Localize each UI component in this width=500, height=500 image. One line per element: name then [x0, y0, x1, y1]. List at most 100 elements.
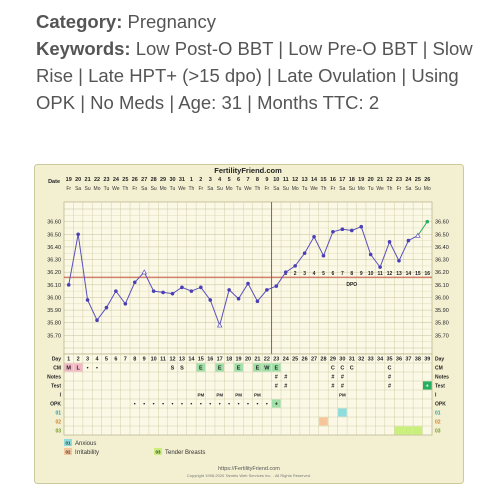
y-tick-label-left: 36.00	[47, 295, 61, 301]
temperature-point	[340, 227, 345, 232]
weekday-label: Fr	[331, 186, 336, 192]
weekday-label: Fr	[198, 186, 203, 192]
date-label: 23	[103, 177, 109, 183]
weekday-label: Fr	[132, 186, 137, 192]
weekday-label: Tu	[236, 186, 242, 192]
date-label: 3	[209, 177, 212, 183]
temperature-point	[199, 285, 203, 290]
dpo-label: 7	[341, 271, 344, 277]
weekday-label: Mo	[160, 186, 167, 192]
dpo-label: 2	[294, 271, 297, 277]
temperature-point	[387, 240, 392, 244]
test-mark: #	[331, 384, 334, 390]
symptom-03-cell	[394, 426, 404, 435]
date-label: 31	[179, 177, 185, 183]
date-label: 17	[339, 177, 345, 183]
weekday-label: We	[178, 186, 186, 192]
weekday-label: Su	[85, 186, 91, 192]
weekday-label: Sa	[207, 186, 213, 192]
weekday-label: Su	[415, 186, 421, 192]
keywords-line: Keywords: Low Post-O BBT | Low Pre-O BBT…	[36, 35, 486, 116]
date-label: 10	[273, 177, 279, 183]
weekday-label: Su	[283, 186, 289, 192]
day-label: 28	[320, 357, 326, 363]
temperature-point	[321, 253, 326, 258]
y-tick-label-left: 36.10	[47, 283, 61, 289]
temperature-point	[114, 289, 118, 293]
cm-cell	[253, 363, 262, 372]
y-tick-label-right: 36.00	[435, 295, 449, 301]
cm-mark: L	[76, 366, 80, 372]
notes-mark: #	[275, 375, 278, 381]
day-label: 32	[358, 357, 364, 363]
table-row-label-right: 01	[435, 411, 441, 417]
test-mark: #	[275, 384, 278, 390]
category-line: Category: Pregnancy	[36, 8, 486, 35]
temperature-point	[368, 252, 373, 257]
temperature-point	[312, 235, 316, 239]
temperature-point	[85, 298, 90, 302]
keywords-value: Low Post-O BBT | Low Pre-O BBT | Slow Ri…	[36, 38, 473, 113]
temperature-point	[208, 298, 213, 302]
cm-mark: •	[87, 366, 89, 372]
cm-cell	[215, 363, 225, 372]
date-label: 28	[151, 177, 157, 183]
date-label: 27	[141, 177, 147, 183]
legend-code: 02	[65, 450, 71, 455]
temperature-point	[359, 224, 364, 229]
category-label: Category:	[36, 11, 123, 32]
y-tick-label-right: 36.50	[435, 232, 449, 238]
table-row-label: Notes	[47, 375, 61, 381]
weekday-label: We	[244, 186, 252, 192]
weekday-label: Tu	[302, 186, 308, 192]
intercourse-mark: PM	[235, 393, 242, 398]
temperature-line-latest	[417, 221, 428, 236]
day-label: 29	[330, 357, 336, 363]
opk-mark: •	[228, 402, 230, 408]
date-label: 25	[415, 177, 421, 183]
y-tick-label-left: 36.60	[47, 220, 61, 226]
dpo-label: 11	[377, 271, 383, 277]
opk-mark: •	[209, 402, 211, 408]
cm-mark: E	[274, 366, 278, 372]
opk-mark: +	[275, 402, 278, 408]
day-label: 20	[245, 357, 251, 363]
date-label: 1	[190, 177, 193, 183]
dpo-label: 3	[303, 271, 306, 277]
date-label: 14	[311, 177, 318, 183]
table-row-label: OPK	[50, 402, 61, 408]
temperature-point-open	[141, 269, 147, 275]
day-label: 35	[386, 357, 392, 363]
temperature-point	[104, 305, 109, 310]
dpo-label: 13	[396, 271, 402, 277]
table-row-label-right: I	[435, 393, 437, 399]
temperature-point	[349, 228, 354, 233]
cm-mark: E	[218, 366, 222, 372]
intercourse-mark: PM	[339, 393, 346, 398]
y-tick-label-left: 35.90	[47, 308, 61, 314]
opk-mark: •	[247, 402, 249, 408]
test-mark: +	[426, 384, 429, 390]
weekday-label: We	[376, 186, 384, 192]
opk-mark: •	[238, 402, 240, 408]
date-label: 20	[75, 177, 81, 183]
opk-mark: •	[143, 402, 145, 408]
table-row-label: Test	[51, 384, 61, 390]
day-label: 8	[133, 357, 136, 363]
date-label: 21	[377, 177, 383, 183]
dpo-label: 14	[406, 271, 412, 277]
symptom-01-cell	[338, 408, 347, 417]
weekday-label: Sa	[273, 186, 279, 192]
legend-swatch	[64, 439, 72, 446]
date-label: 4	[218, 177, 222, 183]
temp-grid-bg	[63, 201, 433, 355]
day-label: 38	[415, 357, 421, 363]
dpo-label: 15	[415, 271, 421, 277]
dpo-label: 16	[425, 271, 431, 277]
dpo-text: DPO	[346, 282, 357, 288]
opk-mark: •	[162, 402, 164, 408]
temperature-point	[236, 296, 241, 301]
weekday-label: Sa	[339, 186, 345, 192]
legend-code: 01	[65, 441, 71, 446]
date-label: 5	[228, 177, 231, 183]
